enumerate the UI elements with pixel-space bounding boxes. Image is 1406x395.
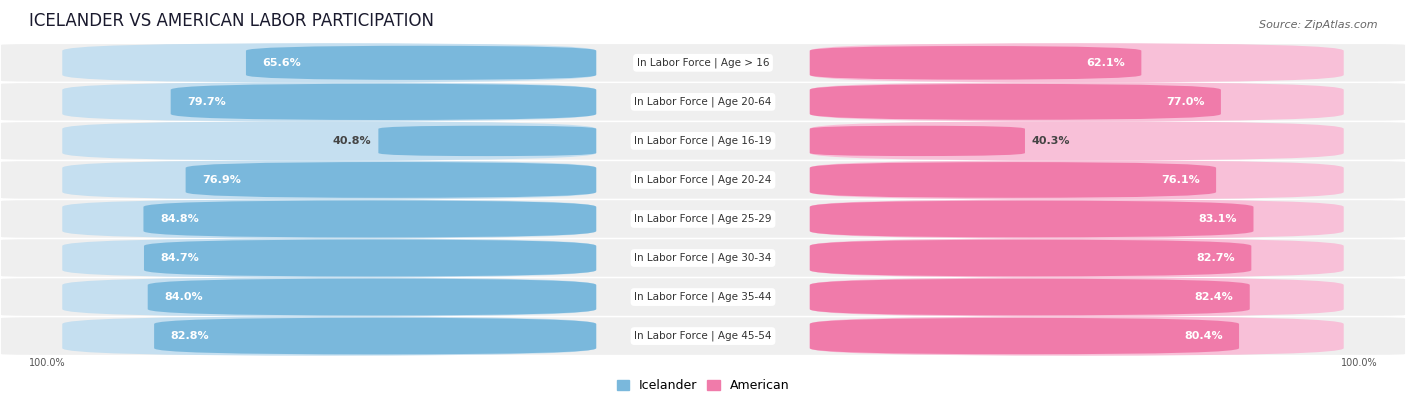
Text: 76.9%: 76.9%	[202, 175, 240, 185]
FancyBboxPatch shape	[1, 239, 1405, 277]
Text: 84.8%: 84.8%	[160, 214, 198, 224]
FancyBboxPatch shape	[143, 200, 596, 237]
FancyBboxPatch shape	[378, 126, 596, 156]
FancyBboxPatch shape	[62, 199, 596, 239]
Text: In Labor Force | Age 20-24: In Labor Force | Age 20-24	[634, 175, 772, 185]
FancyBboxPatch shape	[810, 277, 1344, 317]
FancyBboxPatch shape	[62, 316, 596, 356]
FancyBboxPatch shape	[810, 82, 1344, 122]
Text: In Labor Force | Age 45-54: In Labor Force | Age 45-54	[634, 331, 772, 341]
Text: 100.0%: 100.0%	[28, 357, 65, 367]
FancyBboxPatch shape	[810, 238, 1344, 278]
Text: 82.8%: 82.8%	[170, 331, 209, 341]
Text: In Labor Force | Age 35-44: In Labor Force | Age 35-44	[634, 292, 772, 302]
FancyBboxPatch shape	[810, 316, 1344, 356]
Text: In Labor Force | Age 25-29: In Labor Force | Age 25-29	[634, 214, 772, 224]
FancyBboxPatch shape	[62, 43, 596, 83]
FancyBboxPatch shape	[246, 46, 596, 80]
FancyBboxPatch shape	[1, 200, 1405, 238]
Text: 82.4%: 82.4%	[1195, 292, 1233, 302]
FancyBboxPatch shape	[810, 318, 1239, 354]
FancyBboxPatch shape	[1, 317, 1405, 355]
Legend: Icelander, American: Icelander, American	[612, 374, 794, 395]
FancyBboxPatch shape	[62, 238, 596, 278]
FancyBboxPatch shape	[62, 277, 596, 317]
FancyBboxPatch shape	[1, 44, 1405, 81]
Text: 40.3%: 40.3%	[1032, 136, 1070, 146]
FancyBboxPatch shape	[810, 121, 1344, 160]
Text: In Labor Force | Age 20-64: In Labor Force | Age 20-64	[634, 97, 772, 107]
Text: In Labor Force | Age 30-34: In Labor Force | Age 30-34	[634, 253, 772, 263]
Text: 100.0%: 100.0%	[1341, 357, 1378, 367]
Text: 65.6%: 65.6%	[263, 58, 301, 68]
FancyBboxPatch shape	[810, 84, 1220, 120]
Text: 84.7%: 84.7%	[160, 253, 200, 263]
Text: Source: ZipAtlas.com: Source: ZipAtlas.com	[1258, 20, 1378, 30]
Text: In Labor Force | Age 16-19: In Labor Force | Age 16-19	[634, 135, 772, 146]
FancyBboxPatch shape	[810, 43, 1344, 83]
FancyBboxPatch shape	[1, 278, 1405, 316]
FancyBboxPatch shape	[810, 240, 1251, 276]
FancyBboxPatch shape	[810, 279, 1250, 315]
Text: ICELANDER VS AMERICAN LABOR PARTICIPATION: ICELANDER VS AMERICAN LABOR PARTICIPATIO…	[28, 11, 433, 30]
Text: 82.7%: 82.7%	[1197, 253, 1234, 263]
FancyBboxPatch shape	[1, 161, 1405, 199]
Text: In Labor Force | Age > 16: In Labor Force | Age > 16	[637, 58, 769, 68]
FancyBboxPatch shape	[810, 160, 1344, 199]
FancyBboxPatch shape	[170, 84, 596, 120]
FancyBboxPatch shape	[1, 122, 1405, 160]
Text: 76.1%: 76.1%	[1161, 175, 1199, 185]
Text: 80.4%: 80.4%	[1184, 331, 1223, 341]
FancyBboxPatch shape	[810, 46, 1142, 80]
Text: 62.1%: 62.1%	[1085, 58, 1125, 68]
FancyBboxPatch shape	[62, 121, 596, 160]
FancyBboxPatch shape	[143, 239, 596, 276]
FancyBboxPatch shape	[186, 162, 596, 198]
FancyBboxPatch shape	[810, 126, 1025, 156]
Text: 77.0%: 77.0%	[1166, 97, 1205, 107]
FancyBboxPatch shape	[810, 201, 1254, 237]
FancyBboxPatch shape	[810, 199, 1344, 239]
Text: 79.7%: 79.7%	[187, 97, 226, 107]
Text: 40.8%: 40.8%	[333, 136, 371, 146]
FancyBboxPatch shape	[155, 318, 596, 354]
Text: 83.1%: 83.1%	[1198, 214, 1237, 224]
Text: 84.0%: 84.0%	[165, 292, 202, 302]
FancyBboxPatch shape	[62, 160, 596, 199]
FancyBboxPatch shape	[1, 83, 1405, 120]
FancyBboxPatch shape	[810, 162, 1216, 198]
FancyBboxPatch shape	[62, 82, 596, 122]
FancyBboxPatch shape	[148, 278, 596, 316]
